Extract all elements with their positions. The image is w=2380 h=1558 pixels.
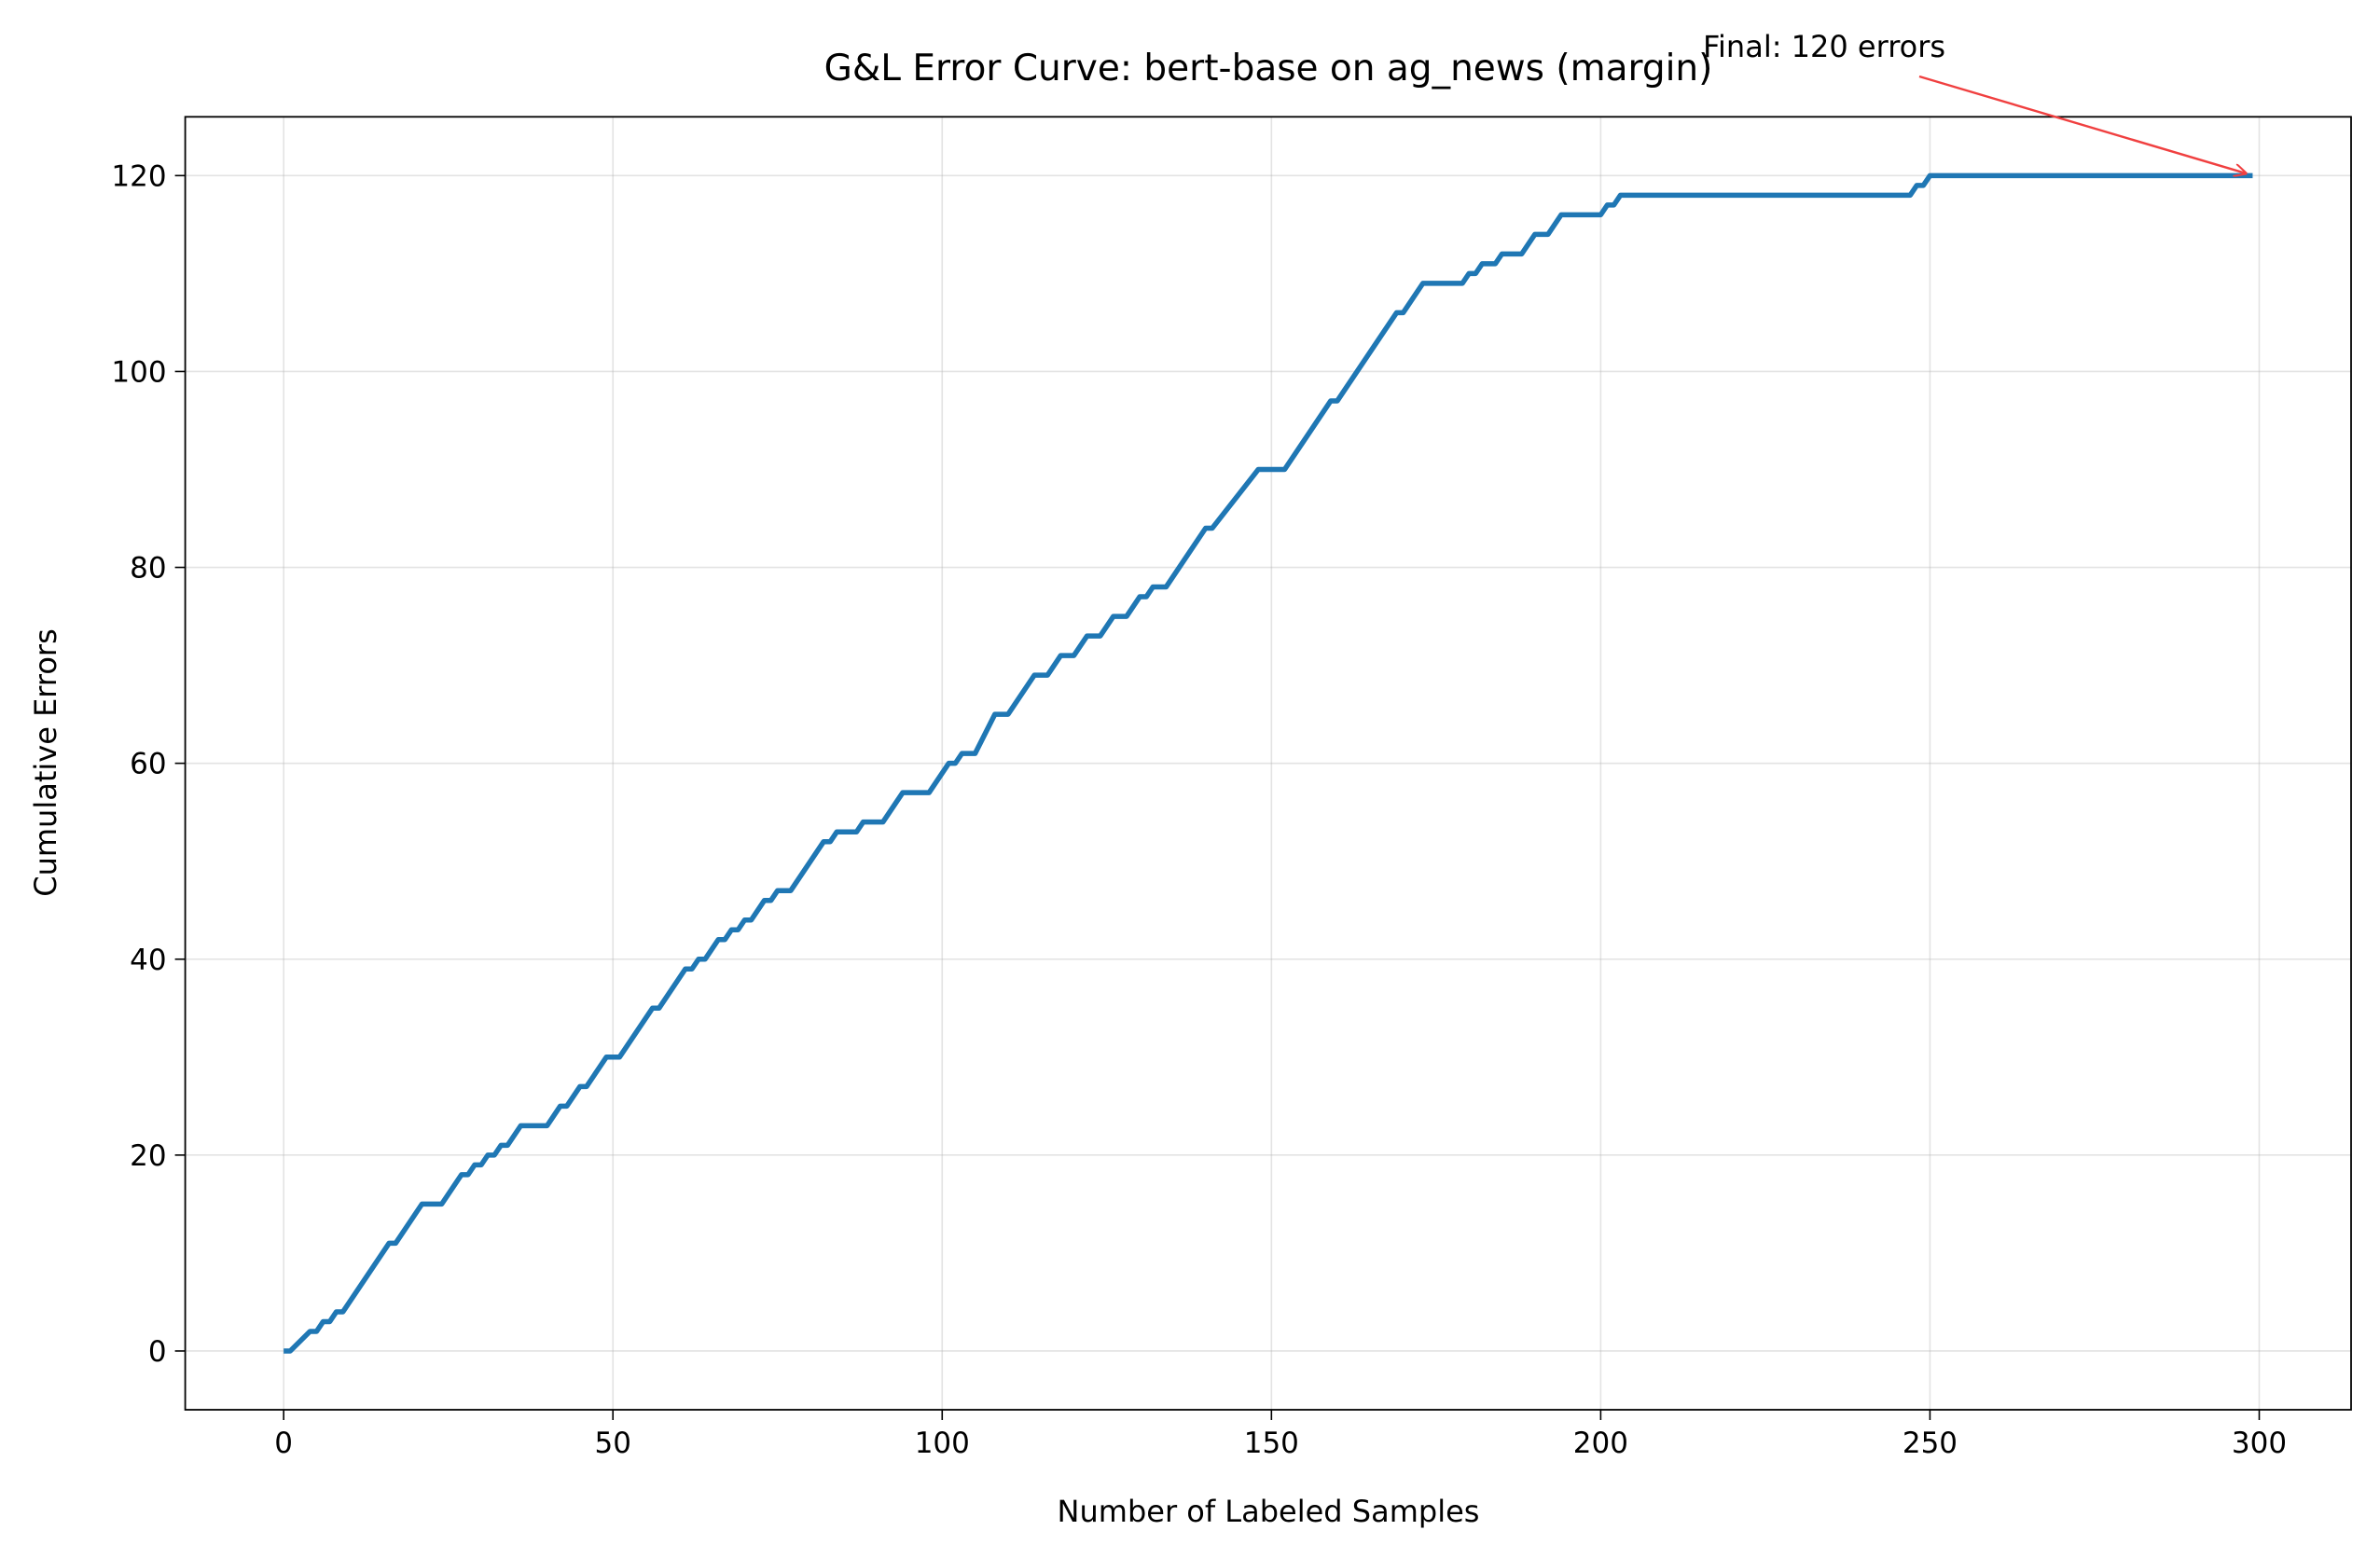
y-tick-label: 0 <box>148 1335 167 1369</box>
y-tick-label: 100 <box>111 355 166 389</box>
x-tick-label: 100 <box>915 1427 970 1460</box>
x-axis-label: Number of Labeled Samples <box>1058 1494 1480 1529</box>
x-tick-label: 150 <box>1244 1427 1299 1460</box>
y-tick-label: 80 <box>130 552 166 586</box>
x-tick-label: 50 <box>594 1427 630 1460</box>
y-tick-label: 20 <box>130 1139 166 1173</box>
annotation: Final: 120 errors <box>1703 29 1945 64</box>
y-tick-label: 60 <box>130 748 166 781</box>
chart-title: G&L Error Curve: bert-base on ag_news (m… <box>824 48 1713 90</box>
x-tick-label: 200 <box>1573 1427 1628 1460</box>
data-line <box>284 172 2253 1354</box>
plot-frame <box>184 116 2352 1411</box>
annotation-arrow <box>1918 75 2247 173</box>
y-axis-label: Cumulative Errors <box>28 628 63 896</box>
y-tick-label: 40 <box>130 944 166 977</box>
x-tick-label: 0 <box>274 1427 293 1460</box>
x-tick-label: 300 <box>2232 1427 2287 1460</box>
x-tick-label: 250 <box>1903 1427 1958 1460</box>
y-tick-label: 120 <box>111 159 166 193</box>
